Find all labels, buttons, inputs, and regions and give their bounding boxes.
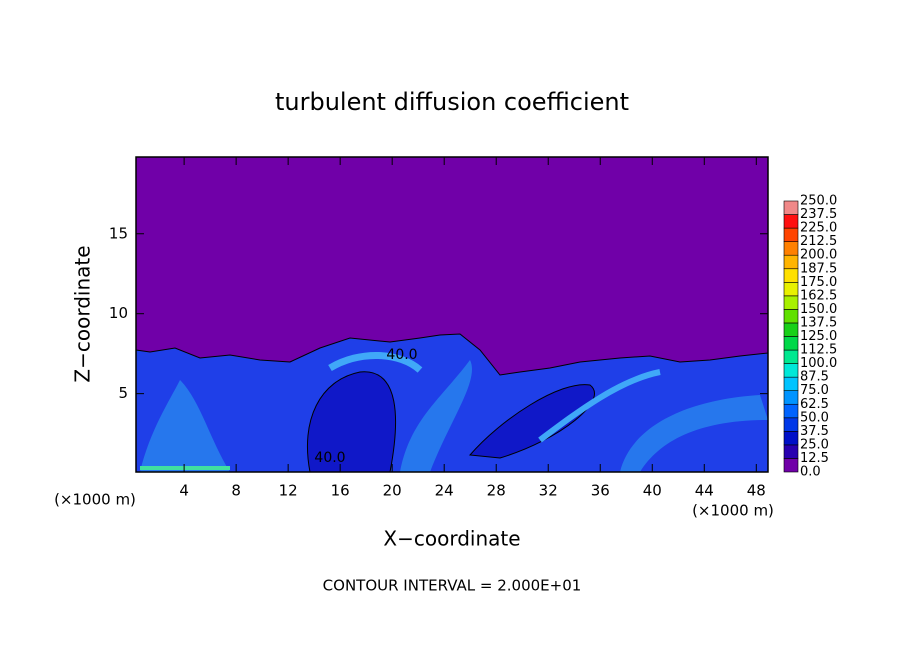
x-unit: (×1000 m) (54, 491, 136, 509)
colorbar-swatch (783, 363, 799, 378)
colorbar-label: 150.0 (800, 302, 837, 317)
x-tick-label: 12 (279, 482, 298, 500)
colorbar-label: 250.0 (800, 194, 837, 209)
colorbar-label: 87.5 (800, 370, 829, 385)
colorbar-label: 75.0 (800, 383, 829, 398)
colorbar-swatch (783, 309, 799, 324)
colorbar-label: 137.5 (800, 315, 837, 330)
colorbar-swatch (783, 458, 799, 473)
colorbar-label: 237.5 (800, 207, 837, 222)
colorbar-label: 25.0 (800, 437, 829, 452)
y-tick-label: 5 (118, 384, 128, 402)
colorbar-swatch (783, 200, 799, 215)
x-tick-label: 24 (435, 482, 454, 500)
field-region (538, 369, 661, 443)
colorbar-swatch (783, 417, 799, 432)
x-axis-label: X−coordinate (383, 527, 520, 551)
colorbar-label: 62.5 (800, 397, 829, 412)
colorbar-label: 12.5 (800, 451, 829, 466)
colorbar-swatch (783, 268, 799, 283)
x-tick-label: 4 (179, 482, 189, 500)
colorbar-swatch (783, 376, 799, 391)
colorbar-swatch (783, 227, 799, 242)
field-region (400, 360, 472, 472)
colorbar-label: 100.0 (800, 356, 837, 371)
colorbar-label: 212.5 (800, 234, 837, 249)
contour-label: 40.0 (314, 450, 345, 466)
colorbar-label: 200.0 (800, 248, 837, 263)
contour-label: 40.0 (386, 347, 417, 363)
field-region (140, 380, 230, 472)
field-region (306, 371, 397, 473)
plot-frame (135, 156, 769, 473)
field (135, 157, 769, 473)
x-tick-label: 40 (643, 482, 662, 500)
field-region (620, 395, 768, 472)
colorbar-swatch (783, 214, 799, 229)
field-region (468, 384, 595, 459)
colorbar-swatch (783, 431, 799, 446)
colorbar-label: 112.5 (800, 343, 837, 358)
x-tick-label: 32 (539, 482, 558, 500)
x-tick-label: 28 (487, 482, 506, 500)
colorbar-swatch (783, 349, 799, 364)
colorbar-label: 175.0 (800, 275, 837, 290)
colorbar-label: 162.5 (800, 288, 837, 303)
colorbar-label: 225.0 (800, 221, 837, 236)
field-region (328, 351, 423, 373)
colorbar-swatch (783, 322, 799, 337)
colorbar-swatch (783, 295, 799, 310)
x-tick-label: 36 (591, 482, 610, 500)
colorbar-label: 187.5 (800, 261, 837, 276)
colorbar-swatch (783, 254, 799, 270)
colorbar-swatch (783, 336, 799, 351)
y-tick-label: 10 (109, 304, 128, 322)
colorbar-swatch (783, 241, 799, 256)
colorbar-swatch (783, 390, 799, 405)
x-tick-label: 20 (383, 482, 402, 500)
colorbar-label: 50.0 (800, 410, 829, 425)
colorbar-label: 37.5 (800, 424, 829, 439)
colorbar-swatch (783, 281, 799, 297)
chart-title: turbulent diffusion coefficient (275, 88, 629, 116)
footer-note: CONTOUR INTERVAL = 2.000E+01 (323, 577, 582, 595)
colorbar-label: 125.0 (800, 329, 837, 344)
x-tick-label: 48 (747, 482, 766, 500)
y-tick-label: 15 (109, 224, 128, 242)
colorbar-label: 0.0 (800, 465, 821, 480)
colorbar-swatch (783, 403, 799, 419)
x-unit: (×1000 m) (692, 502, 774, 520)
x-tick-label: 8 (231, 482, 241, 500)
x-tick-label: 16 (331, 482, 350, 500)
field-region (140, 466, 230, 470)
colorbar-swatch (783, 444, 799, 459)
y-axis-label: Z−coordinate (71, 245, 95, 382)
x-tick-label: 44 (695, 482, 714, 500)
